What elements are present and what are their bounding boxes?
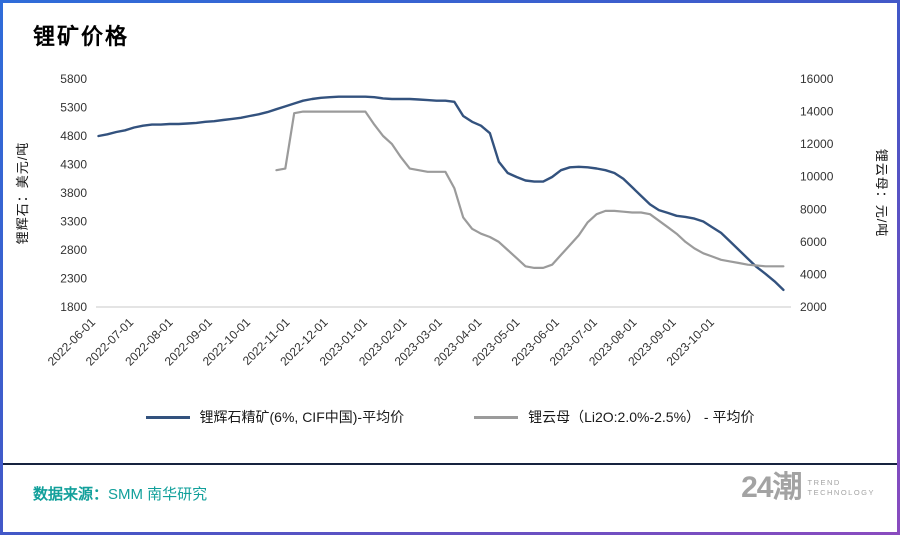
- right-axis-title: 锂云母：元/吨: [874, 149, 889, 238]
- right-axis-tick-label: 10000: [800, 170, 834, 184]
- chart-legend: 锂辉石精矿(6%, CIF中国)-平均价 锂云母（Li2O:2.0%-2.5%）…: [3, 407, 897, 427]
- brand-logo-text: 24潮: [741, 471, 802, 504]
- series-line-lepidolite: [275, 110, 785, 269]
- brand-logo-sub2: TECHNOLOGY: [807, 488, 875, 497]
- right-axis-tick-label: 12000: [800, 137, 834, 151]
- left-axis-tick-label: 4800: [60, 129, 87, 143]
- left-axis-tick-label: 3300: [60, 215, 87, 229]
- legend-swatch-lepidolite: [474, 415, 519, 419]
- footer-divider: [3, 463, 897, 465]
- left-axis-tick-label: 5300: [60, 101, 87, 115]
- legend-item-spodumene: 锂辉石精矿(6%, CIF中国)-平均价: [145, 407, 405, 427]
- left-axis-tick-label: 2300: [60, 272, 87, 286]
- brand-logo: 24潮 TREND TECHNOLOGY: [741, 473, 875, 503]
- data-source-text: SMM 南华研究: [108, 486, 208, 503]
- left-axis-tick-label: 4300: [60, 158, 87, 172]
- right-axis-tick-label: 16000: [800, 72, 834, 86]
- right-axis-tick-label: 6000: [800, 235, 827, 249]
- report-page: 锂矿价格 1800 2300 2800 3300 3800 4300 4800 5300 580…: [3, 3, 897, 532]
- series-line-spodumene: [97, 95, 785, 292]
- right-axis-tick-label: 2000: [800, 300, 827, 314]
- data-source: 数据来源：SMM 南华研究: [33, 483, 207, 504]
- price-chart: 1800 2300 2800 3300 3800 4300 4800 5300 5800 2000…: [15, 72, 889, 369]
- legend-item-lepidolite: 锂云母（Li2O:2.0%-2.5%） - 平均价: [474, 407, 754, 427]
- legend-swatch-spodumene: [145, 415, 190, 419]
- data-source-label: 数据来源：: [33, 486, 109, 503]
- page-title: 锂矿价格: [33, 24, 130, 49]
- left-axis-tick-label: 1800: [60, 300, 87, 314]
- left-axis-title: 锂辉石：美元/吨: [15, 142, 30, 245]
- right-axis-tick-label: 14000: [800, 105, 834, 119]
- chart-area: 1800 2300 2800 3300 3800 4300 4800 5300 5800 2000…: [11, 53, 895, 401]
- left-axis-tick-label: 2800: [60, 243, 87, 257]
- legend-label-lepidolite: 锂云母（Li2O:2.0%-2.5%） - 平均价: [528, 409, 755, 425]
- legend-label-spodumene: 锂辉石精矿(6%, CIF中国)-平均价: [199, 409, 405, 425]
- right-axis-tick-label: 4000: [800, 267, 827, 281]
- brand-logo-subtext: TREND TECHNOLOGY: [807, 478, 875, 498]
- left-axis-tick-label: 3800: [60, 186, 87, 200]
- brand-logo-sub1: TREND: [807, 477, 841, 487]
- right-axis-tick-label: 8000: [800, 202, 827, 216]
- left-axis-tick-label: 5800: [60, 72, 87, 86]
